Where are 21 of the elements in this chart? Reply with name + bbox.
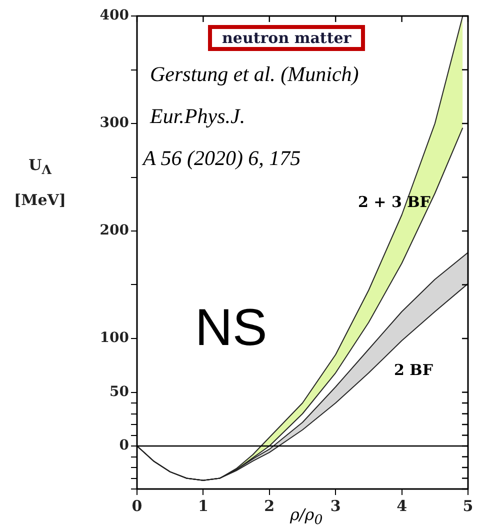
x-tick-label: 3	[330, 496, 341, 515]
y-axis-title: U$_{Λ}$ [MeV]	[14, 155, 66, 211]
x-tick-label: 1	[198, 496, 208, 515]
x-tick-label: 4	[396, 496, 408, 515]
annotation: 2 BF	[394, 361, 433, 379]
y-tick-label: 100	[100, 330, 130, 346]
annotation: Eur.Phys.J.	[150, 104, 246, 129]
annotation: Gerstung et al. (Munich)	[150, 62, 359, 87]
y-tick-label: 300	[100, 115, 130, 132]
annotation: NS	[195, 298, 268, 358]
x-axis-title: ρ/ρ$_{0}$	[290, 505, 323, 527]
x-tick-label: 2	[264, 496, 275, 515]
x-tick-label: 5	[462, 496, 474, 515]
y-tick-label: 50	[110, 384, 130, 400]
y-tick-label: 0	[119, 438, 130, 454]
y-tick-label: 400	[100, 8, 130, 24]
text: neutron matter	[208, 25, 366, 51]
annotation: A 56 (2020) 6, 175	[143, 146, 301, 171]
x-tick-label: 0	[132, 496, 142, 515]
y-tick-label: 200	[100, 222, 130, 239]
annotation: 2 + 3 BF	[358, 193, 430, 211]
